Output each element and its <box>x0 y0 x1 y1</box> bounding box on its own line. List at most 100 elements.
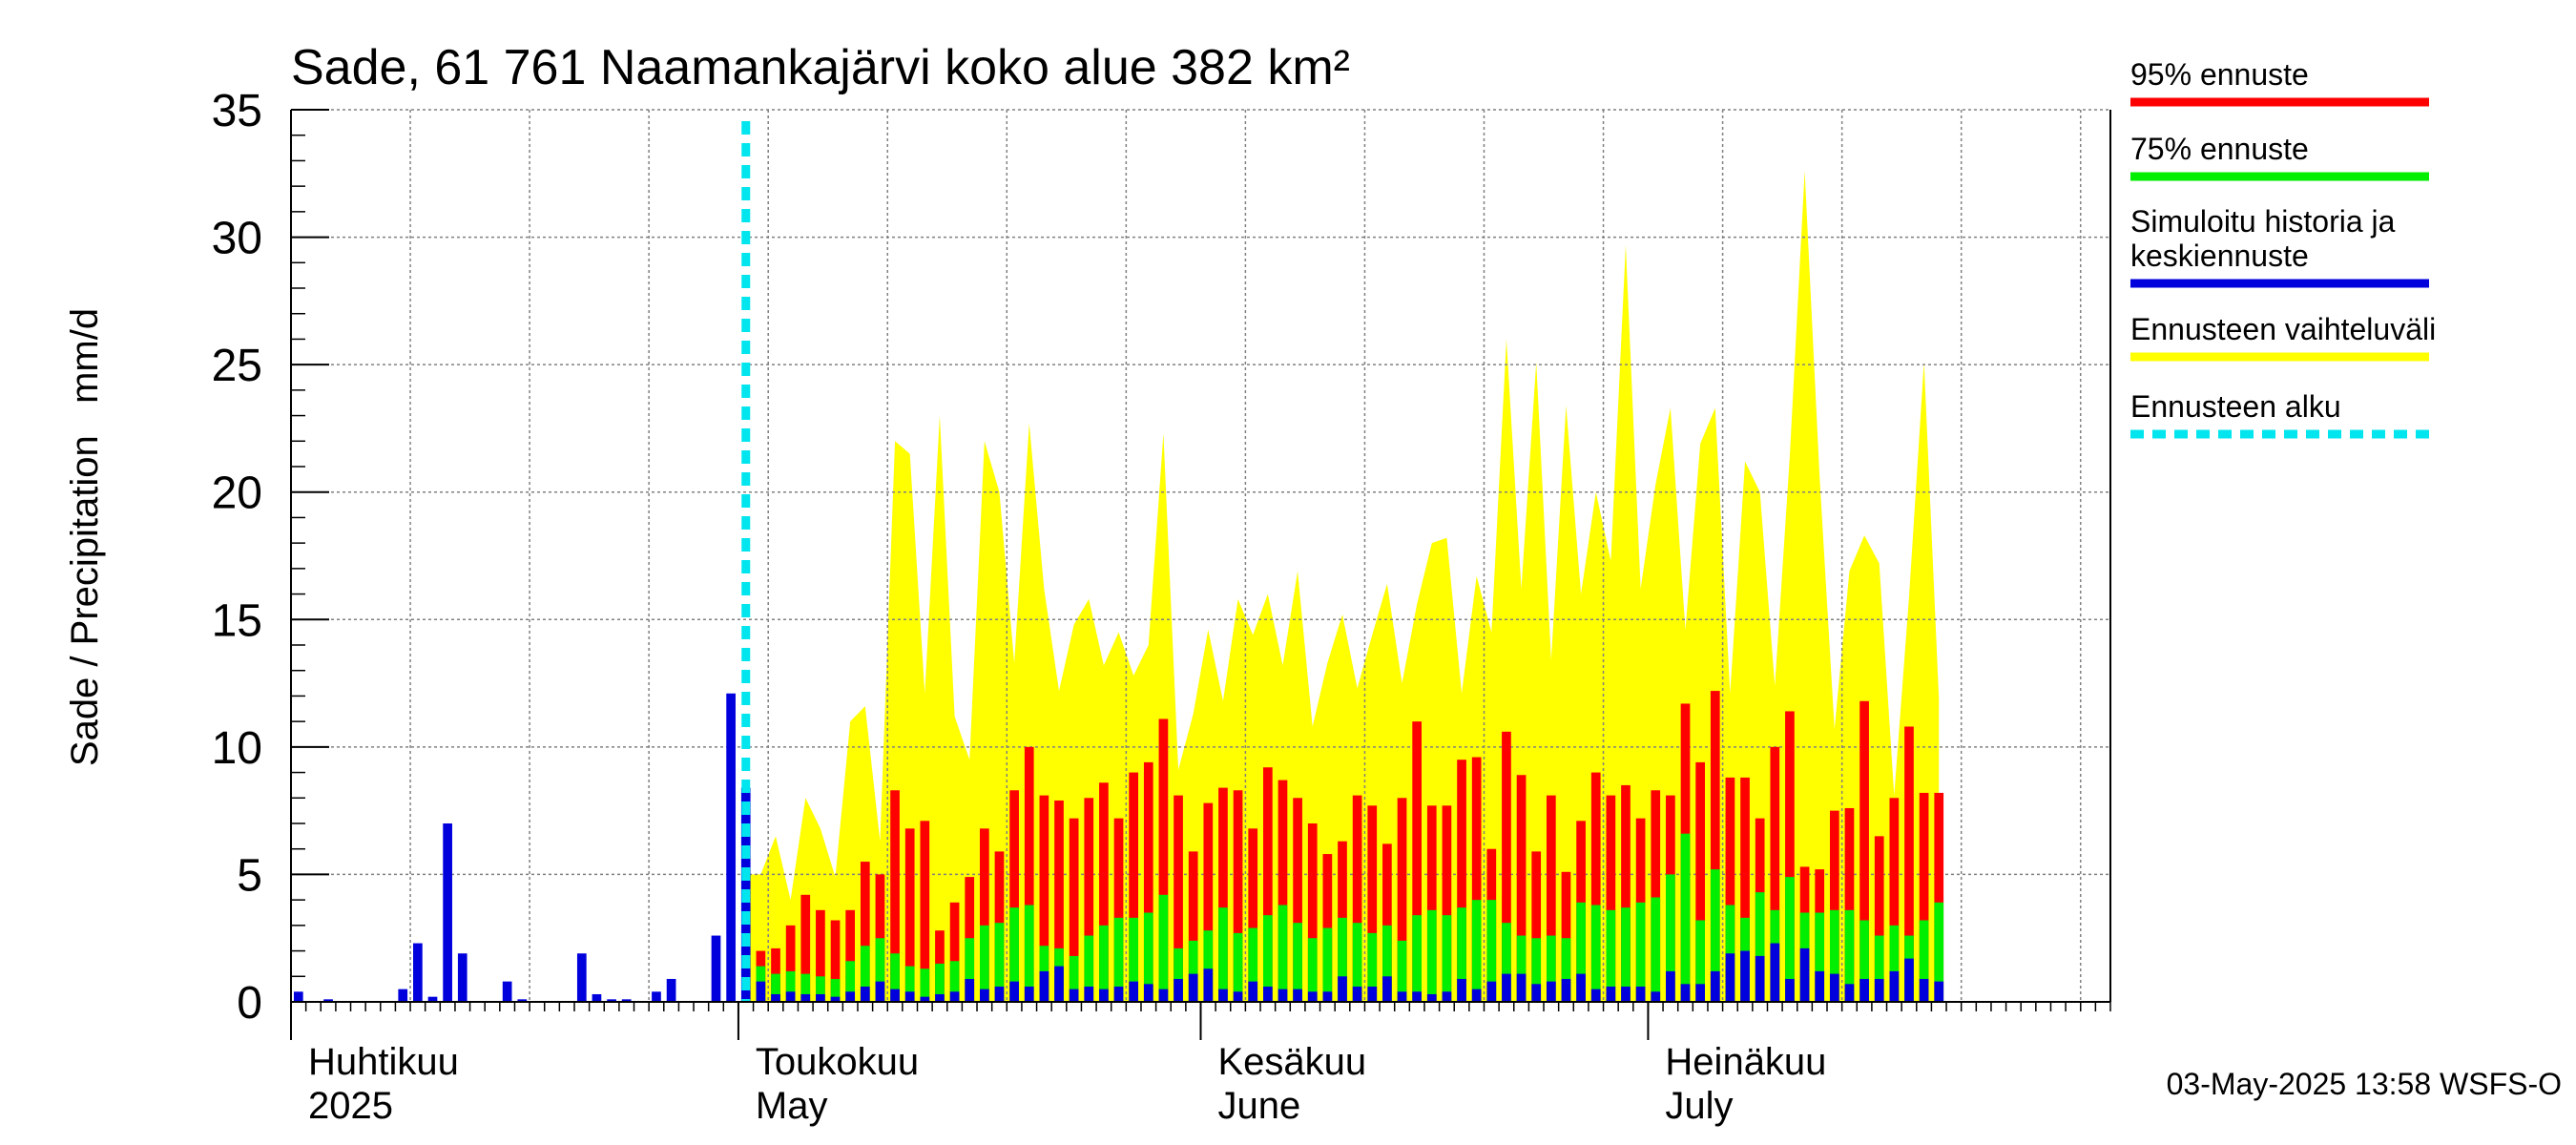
median-bar <box>1590 989 1601 1002</box>
p95-bar <box>1113 818 1124 1002</box>
median-bar <box>1174 978 1183 1002</box>
p75-bar <box>1262 915 1273 1002</box>
median-bar <box>1844 984 1855 1002</box>
p75-bar <box>1635 902 1646 1002</box>
median-bar <box>1143 984 1153 1002</box>
p75-bar <box>1606 909 1616 1002</box>
p95-bar <box>1174 795 1183 1002</box>
p75-bar <box>949 961 960 1002</box>
median-bar <box>890 989 900 1002</box>
p75-bar <box>860 946 870 1002</box>
month-label-fi: Toukokuu <box>756 1041 919 1083</box>
p95-bar <box>1218 787 1228 1002</box>
p95-bar <box>904 828 915 1002</box>
p75-bar <box>1233 932 1243 1002</box>
median-bar <box>1859 978 1869 1002</box>
p95-bar <box>1919 792 1929 1002</box>
p95-bar <box>1248 828 1258 1002</box>
p95-bar <box>1844 807 1855 1002</box>
median-bar <box>875 981 885 1002</box>
median-bar <box>935 993 945 1002</box>
p95-bar <box>1278 780 1288 1002</box>
median-bar <box>1307 991 1318 1002</box>
y-tick-label: 20 <box>212 468 262 519</box>
p75-bar <box>1412 915 1422 1002</box>
p95-bar <box>1590 772 1601 1002</box>
month-label-en: July <box>1665 1085 1733 1127</box>
history-bar <box>666 978 676 1002</box>
p75-bar <box>935 963 945 1002</box>
history-bar <box>576 953 587 1002</box>
p95-bar <box>1426 805 1437 1002</box>
median-bar <box>1158 989 1169 1002</box>
p75-bar <box>800 973 811 1002</box>
p75-bar <box>1531 938 1542 1002</box>
median-bar <box>1546 981 1556 1002</box>
median-bar <box>1904 958 1914 1002</box>
p75-bar <box>785 970 796 1002</box>
p95-bar <box>1188 851 1198 1002</box>
p75-bar <box>920 968 930 1002</box>
p95-bar <box>1471 757 1482 1002</box>
p95-bar <box>1143 761 1153 1002</box>
median-bar <box>1516 973 1527 1002</box>
p95-bar <box>1859 700 1869 1002</box>
median-bar <box>1009 981 1019 1002</box>
p95-bar <box>1262 767 1273 1002</box>
p75-bar <box>1785 877 1795 1002</box>
p95-bar <box>816 909 825 1002</box>
median-bar <box>994 986 1005 1002</box>
p75-bar <box>1174 947 1183 1002</box>
y-tick-labels: 0 5 10 15 20 25 30 35 <box>212 86 329 1029</box>
legend-label: Simuloitu historia ja <box>2130 204 2396 239</box>
median-bar <box>1293 989 1302 1002</box>
p95-bar <box>830 920 841 1002</box>
timestamp-label: 03-May-2025 13:58 WSFS-O <box>2167 1067 2562 1101</box>
p95-bar <box>1039 795 1049 1002</box>
p75-bar <box>1561 938 1571 1002</box>
p75-bar <box>1307 938 1318 1002</box>
p75-bar <box>1322 927 1333 1002</box>
p75-bar <box>1084 935 1094 1002</box>
median-bar <box>1412 991 1422 1002</box>
median-bar <box>1248 981 1258 1002</box>
p95-bar <box>1785 711 1795 1002</box>
p95-bar <box>1531 851 1542 1002</box>
median-bar <box>1710 970 1720 1002</box>
p75-bar <box>1815 912 1825 1002</box>
p75-bar <box>1695 920 1705 1002</box>
median-bar <box>949 991 960 1002</box>
median-bar <box>1233 991 1243 1002</box>
median-bar <box>1367 986 1378 1002</box>
p75-bar <box>1426 909 1437 1002</box>
median-bar <box>860 986 870 1002</box>
month-label-en: 2025 <box>308 1085 393 1127</box>
median-bar <box>1129 981 1139 1002</box>
p95-bar <box>1158 718 1169 1002</box>
median-bar <box>1382 976 1392 1002</box>
p95-bar <box>785 925 796 1002</box>
p95-bar <box>1651 790 1661 1002</box>
p75-bar <box>816 976 825 1002</box>
median-bar <box>1426 993 1437 1002</box>
median-bar <box>1606 986 1616 1002</box>
median-bar <box>1203 968 1214 1002</box>
legend-label: Ennusteen vaihteluväli <box>2130 312 2436 346</box>
month-label-en: May <box>756 1085 828 1127</box>
median-bar <box>771 993 780 1002</box>
median-bar <box>1486 981 1497 1002</box>
y-tick-label: 5 <box>237 850 262 901</box>
p95-bar <box>1367 805 1378 1002</box>
p95-bar <box>1934 792 1944 1002</box>
history-bar <box>726 693 736 1002</box>
p95-bar <box>1457 760 1466 1002</box>
p75-bar <box>1457 907 1466 1002</box>
median-bar <box>1770 943 1780 1002</box>
p95-bar <box>800 894 811 1002</box>
p75-bar <box>1516 935 1527 1002</box>
median-bar <box>1054 966 1064 1002</box>
median-bar <box>1278 989 1288 1002</box>
history-bar <box>443 823 452 1002</box>
p75-bar <box>1710 869 1720 1002</box>
